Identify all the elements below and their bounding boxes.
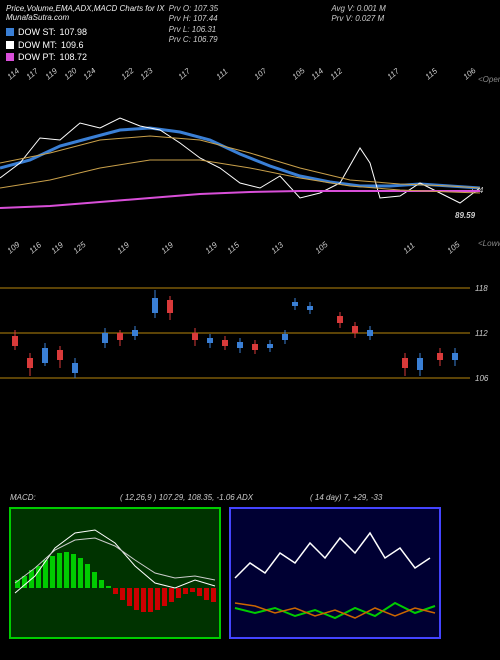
price-chart: 1141171191201241221231171111071051141121… xyxy=(0,68,500,258)
svg-text:( 14 day) 7, +29, -33: ( 14 day) 7, +29, -33 xyxy=(310,493,383,502)
legend-value: 107.98 xyxy=(60,26,88,39)
legend-label: DOW PT: xyxy=(18,51,56,64)
svg-text:105: 105 xyxy=(314,239,330,255)
header: Price,Volume,EMA,ADX,MACD Charts for IX … xyxy=(0,0,500,68)
prev-info: Prv O: 107.35Prv H: 107.44Prv L: 106.31P… xyxy=(169,4,332,64)
svg-text:105: 105 xyxy=(446,239,462,255)
legend-value: 108.72 xyxy=(60,51,88,64)
svg-text:107: 107 xyxy=(253,68,269,82)
svg-text:111: 111 xyxy=(215,68,230,82)
svg-text:113: 113 xyxy=(270,240,286,255)
svg-text:119: 119 xyxy=(44,68,60,82)
info-row: Prv O: 107.35 xyxy=(169,4,332,14)
svg-text:MACD:: MACD: xyxy=(10,493,36,502)
svg-text:109: 109 xyxy=(6,239,22,255)
spacer xyxy=(0,408,500,488)
legend-row: DOW PT: 108.72 xyxy=(6,51,169,64)
legend-value: 109.6 xyxy=(61,39,84,52)
svg-text:119: 119 xyxy=(116,240,132,255)
legend-row: DOW ST: 107.98 xyxy=(6,26,169,39)
svg-text:89.59: 89.59 xyxy=(455,211,476,220)
info-row: Avg V: 0.001 M xyxy=(331,4,494,14)
svg-text:115: 115 xyxy=(424,68,440,82)
header-left: Price,Volume,EMA,ADX,MACD Charts for IX … xyxy=(6,4,169,64)
legend-swatch xyxy=(6,53,14,61)
svg-text:114: 114 xyxy=(310,68,326,82)
svg-text:115: 115 xyxy=(226,240,242,255)
legend-label: DOW ST: xyxy=(18,26,56,39)
svg-text:117: 117 xyxy=(25,68,41,82)
svg-text:<Loww: <Loww xyxy=(478,239,500,248)
svg-text:( 12,26,9 ) 107.29, 108.35,: ( 12,26,9 ) 107.29, 108.35, -1.06 ADX xyxy=(120,493,254,502)
svg-text:111: 111 xyxy=(402,241,417,256)
info-row: Prv V: 0.027 M xyxy=(331,14,494,24)
legend-row: DOW MT: 109.6 xyxy=(6,39,169,52)
svg-text:119: 119 xyxy=(160,240,176,255)
legend-swatch xyxy=(6,41,14,49)
legend-label: DOW MT: xyxy=(18,39,57,52)
chart-title: Price,Volume,EMA,ADX,MACD Charts for IX … xyxy=(6,4,169,22)
svg-text:114: 114 xyxy=(6,68,22,82)
info-row: Prv C: 106.79 xyxy=(169,35,332,45)
svg-text:125: 125 xyxy=(72,239,88,255)
svg-text:120: 120 xyxy=(63,68,79,82)
svg-text:119: 119 xyxy=(204,240,220,255)
svg-text:106: 106 xyxy=(462,68,478,82)
candle-chart: 118 112 106 xyxy=(0,258,500,408)
svg-text:116: 116 xyxy=(28,240,44,255)
svg-text:105: 105 xyxy=(291,68,307,82)
svg-text:112: 112 xyxy=(329,68,345,82)
info-row: Prv H: 107.44 xyxy=(169,14,332,24)
svg-text:119: 119 xyxy=(50,240,66,255)
legend-swatch xyxy=(6,28,14,36)
info-row: Prv L: 106.31 xyxy=(169,25,332,35)
macd-section: MACD: ( 12,26,9 ) 107.29, 108.35, -1.06 A… xyxy=(0,488,500,648)
svg-text:122: 122 xyxy=(120,68,136,82)
svg-text:117: 117 xyxy=(177,68,193,82)
svg-text:106: 106 xyxy=(475,374,489,383)
svg-text:<Open: <Open xyxy=(478,75,500,84)
svg-text:117: 117 xyxy=(386,68,402,82)
svg-text:123: 123 xyxy=(139,68,155,82)
avg-info: Avg V: 0.001 MPrv V: 0.027 M xyxy=(331,4,494,64)
svg-text:124: 124 xyxy=(82,68,98,82)
svg-text:112: 112 xyxy=(475,329,488,338)
svg-text:118: 118 xyxy=(475,284,488,293)
